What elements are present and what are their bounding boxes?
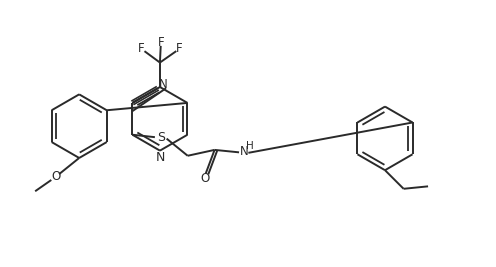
Text: O: O [51,170,61,183]
Text: N: N [156,151,165,164]
Text: O: O [201,172,210,185]
Text: F: F [138,42,145,55]
Text: F: F [176,42,183,55]
Text: H: H [246,142,253,151]
Text: S: S [157,131,165,144]
Text: N: N [240,145,248,158]
Text: N: N [159,78,168,91]
Text: F: F [158,36,164,49]
